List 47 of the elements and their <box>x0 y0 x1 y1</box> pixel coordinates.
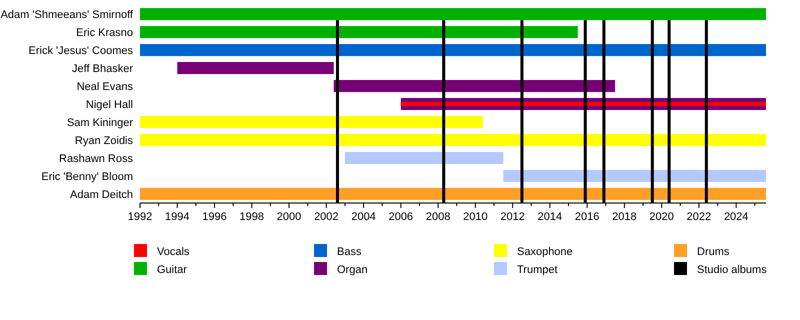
y-tick-label: Nigel Hall <box>86 99 133 111</box>
x-tick-label: 2008 <box>426 211 450 223</box>
legend-label: Bass <box>337 246 362 258</box>
bar <box>140 26 578 38</box>
y-tick-label: Ryan Zoidis <box>74 134 134 147</box>
y-tick-label: Erick 'Jesus' Coomes <box>28 45 134 58</box>
bar <box>140 116 483 128</box>
x-tick-label: 2004 <box>351 211 376 223</box>
x-tick-label: 2020 <box>649 211 674 223</box>
x-tick-label: 2016 <box>574 211 600 223</box>
x-tick-label: 2012 <box>500 211 525 223</box>
bar <box>140 188 766 200</box>
legend-label: Organ <box>337 264 368 276</box>
legend-label: Vocals <box>157 246 190 258</box>
legend-label: Saxophone <box>517 246 573 258</box>
x-tick-label: 1998 <box>240 211 264 223</box>
bar <box>140 8 766 20</box>
y-tick-label: Eric Krasno <box>76 27 133 40</box>
x-tick-label: 2018 <box>612 211 637 223</box>
x-tick-label: 1992 <box>128 211 152 223</box>
x-tick-label: 2014 <box>538 211 562 223</box>
legend-label: Trumpet <box>517 264 558 276</box>
y-tick-label: Adam 'Shmeeans' Smirnoff <box>0 9 134 22</box>
bar <box>400 102 766 106</box>
y-tick-label: Neal Evans <box>76 81 134 94</box>
x-tick-label: 2010 <box>463 211 488 223</box>
y-tick-label: Adam Deitch <box>70 188 133 201</box>
x-tick-label: 1996 <box>202 211 227 223</box>
x-tick-label: 1994 <box>165 211 190 223</box>
y-tick-label: Eric 'Benny' Bloom <box>41 170 133 183</box>
x-tick-label: 2006 <box>388 211 414 223</box>
x-tick-label: 2000 <box>276 211 302 223</box>
y-tick-label: Rashawn Ross <box>59 152 134 165</box>
y-tick-label: Sam Kininger <box>66 116 134 129</box>
x-tick-label: 2002 <box>314 211 339 223</box>
bar <box>503 170 766 182</box>
bar <box>140 44 766 56</box>
legend-label: Guitar <box>157 264 188 276</box>
x-tick-label: 2022 <box>686 211 712 223</box>
bar <box>334 80 616 92</box>
legend-label: Drums <box>697 246 730 258</box>
x-tick-label: 2024 <box>724 211 748 223</box>
y-tick-label: Jeff Bhasker <box>72 63 134 76</box>
bar <box>140 134 766 146</box>
legend-label: Studio albums <box>697 264 768 276</box>
bar <box>177 62 334 74</box>
bar <box>344 152 504 164</box>
